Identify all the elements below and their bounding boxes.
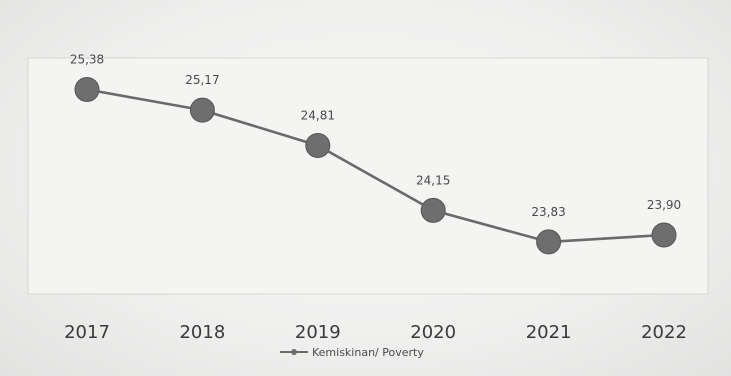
data-point-2021 (537, 230, 561, 254)
data-point-2018 (190, 98, 214, 122)
x-tick-label-2018: 2018 (179, 322, 225, 343)
data-label-2021: 23,83 (531, 205, 565, 219)
x-tick-label-2021: 2021 (526, 322, 572, 343)
plot-area (28, 58, 708, 294)
x-tick-label-2020: 2020 (410, 322, 456, 343)
x-axis-ticks: 2017 2018 2019 2020 2021 2022 (64, 322, 687, 343)
data-label-2019: 24,81 (301, 109, 335, 123)
data-label-2018: 25,17 (185, 73, 219, 87)
data-label-2020: 24,15 (416, 173, 450, 187)
x-tick-label-2019: 2019 (295, 322, 341, 343)
data-point-2017 (75, 78, 99, 102)
legend-entry-label: Kemiskinan/ Poverty (312, 346, 424, 359)
data-label-2022: 23,90 (647, 198, 681, 212)
data-point-2022 (652, 223, 676, 247)
x-tick-label-2022: 2022 (641, 322, 687, 343)
legend-marker-icon (291, 349, 297, 355)
data-label-2017: 25,38 (70, 53, 104, 67)
data-point-2020 (421, 198, 445, 222)
x-tick-label-2017: 2017 (64, 322, 110, 343)
data-point-2019 (306, 134, 330, 158)
legend: Kemiskinan/ Poverty (280, 346, 424, 359)
